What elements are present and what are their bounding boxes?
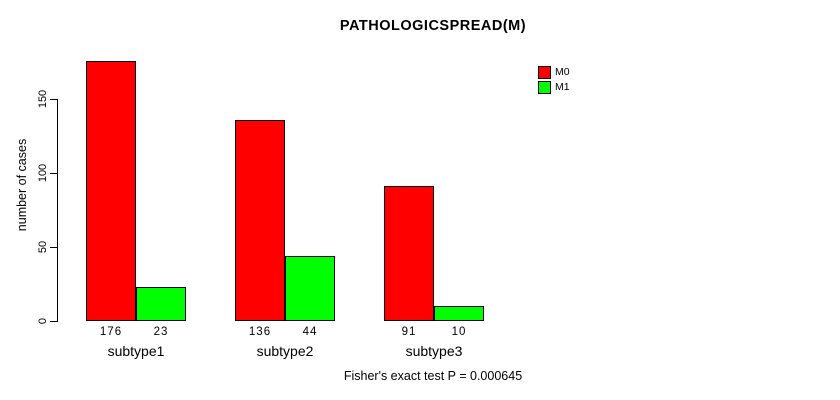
- bar-m1-subtype2: [285, 256, 335, 321]
- y-tick-mark-50: [50, 247, 58, 248]
- bar-value-m0-subtype1: 176: [99, 326, 123, 338]
- legend-label-m1: M1: [555, 80, 570, 93]
- legend-swatch-m1: [538, 80, 551, 94]
- legend-swatch-m0: [538, 65, 551, 79]
- legend-label-m0: M0: [555, 65, 570, 78]
- y-axis-line: [57, 99, 58, 322]
- y-tick-label-50: 50: [37, 240, 49, 254]
- category-label-subtype2: subtype2: [256, 343, 314, 359]
- bar-value-m0-subtype3: 91: [401, 326, 417, 338]
- bar-value-m1-subtype2: 44: [302, 326, 318, 338]
- bar-value-m1-subtype3: 10: [451, 326, 467, 338]
- legend: M0 M1: [538, 65, 570, 94]
- y-tick-label-150: 150: [37, 89, 49, 109]
- category-label-subtype1: subtype1: [107, 343, 165, 359]
- y-axis-title: number of cases: [15, 138, 29, 232]
- chart-title: PATHOLOGICSPREAD(M): [339, 18, 527, 34]
- bar-m1-subtype1: [136, 287, 186, 321]
- y-tick-mark-150: [50, 99, 58, 100]
- bar-m0-subtype1: [86, 61, 136, 321]
- bar-m1-subtype3: [434, 306, 484, 321]
- bar-m0-subtype3: [384, 186, 434, 321]
- legend-item-m1: M1: [538, 80, 570, 94]
- bar-m0-subtype2: [235, 120, 285, 321]
- category-label-subtype3: subtype3: [405, 343, 463, 359]
- legend-item-m0: M0: [538, 65, 570, 79]
- annotation-text: Fisher's exact test P = 0.000645: [343, 369, 523, 383]
- y-tick-label-0: 0: [37, 317, 49, 325]
- bar-value-m1-subtype1: 23: [153, 326, 169, 338]
- bar-value-m0-subtype2: 136: [248, 326, 272, 338]
- y-tick-mark-100: [50, 173, 58, 174]
- y-tick-label-100: 100: [37, 163, 49, 183]
- y-tick-mark-0: [50, 321, 58, 322]
